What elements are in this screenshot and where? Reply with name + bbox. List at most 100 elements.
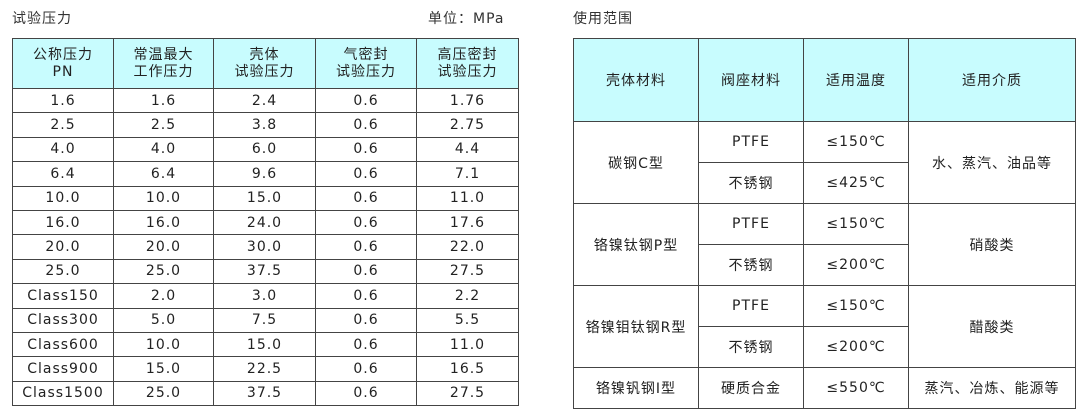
body-material-cell: 铬镍钒钢I型 (573, 367, 699, 409)
table-cell: 17.6 (416, 209, 519, 236)
seat-material-cell: PTFE (698, 203, 804, 245)
body-material-cell: 铬镍钼钛钢R型 (573, 285, 699, 368)
table-cell: 0.6 (315, 307, 417, 333)
seat-material-cell: PTFE (698, 285, 804, 327)
table-cell: 2.2 (416, 283, 519, 309)
table-row: 1.6 1.6 2.4 0.6 1.76 (12, 87, 519, 114)
table-cell: 9.6 (213, 161, 316, 187)
table-row: 铬镍钒钢I型 硬质合金 ≤550℃ 蒸汽、冶炼、能源等 (573, 367, 1076, 409)
table-cell: 1.76 (416, 87, 519, 114)
table-cell: 0.6 (315, 234, 417, 260)
table-cell: 2.5 (12, 112, 114, 138)
table-row: 6.4 6.4 9.6 0.6 7.1 (12, 161, 519, 187)
table-row: 25.0 25.0 37.5 0.6 27.5 (12, 258, 519, 285)
table-cell: 2.75 (416, 112, 519, 138)
medium-cell: 水、蒸汽、油品等 (908, 121, 1076, 204)
table-cell: 22.5 (213, 356, 316, 382)
table-cell: 16.0 (113, 209, 214, 236)
header-high-pressure-seal-test: 高压密封 试验压力 (416, 38, 519, 89)
table-cell: 15.0 (213, 185, 316, 211)
table-cell: 0.6 (315, 331, 417, 358)
seat-material-cell: 硬质合金 (698, 367, 804, 409)
usage-range-table: 壳体材料 阀座材料 适用温度 适用介质 碳钢C型 PTFE ≤150℃ 水、蒸汽、油品… (573, 38, 1076, 409)
table-cell: 0.6 (315, 112, 417, 138)
test-pressure-title: 试验压力 (12, 11, 72, 27)
table-row: 2.5 2.5 3.8 0.6 2.75 (12, 112, 519, 138)
table-cell: 11.0 (416, 185, 519, 211)
table-cell: Class600 (12, 331, 114, 358)
table-cell: 3.8 (213, 112, 316, 138)
header-nominal-pressure: 公称压力 PN (12, 38, 114, 89)
table-row: 不锈钢 ≤200℃ (574, 244, 1076, 286)
table-cell: 15.0 (113, 356, 214, 382)
table-cell: 27.5 (416, 380, 519, 407)
table-cell: 0.6 (315, 283, 417, 309)
table-cell: 2.5 (113, 112, 214, 138)
table-cell: 2.0 (113, 283, 214, 309)
header-temperature: 适用温度 (803, 38, 909, 122)
table-cell: 10.0 (12, 185, 114, 211)
table-cell: 20.0 (113, 234, 214, 260)
table-cell: Class900 (12, 356, 114, 382)
table-row: Class900 15.0 22.5 0.6 16.5 (12, 356, 519, 382)
table-row: 铬镍钼钛钢R型 PTFE ≤150℃ 醋酸类 (573, 285, 1076, 368)
temperature-cell: ≤150℃ (803, 203, 909, 245)
table-cell: 5.0 (113, 307, 214, 333)
table-cell: 0.6 (315, 356, 417, 382)
table-row: Class600 10.0 15.0 0.6 11.0 (12, 331, 519, 358)
seat-material-cell: 不锈钢 (698, 326, 804, 368)
medium-cell: 蒸汽、冶炼、能源等 (908, 367, 1076, 409)
table-row: 碳钢C型 PTFE ≤150℃ 水、蒸汽、油品等 (573, 121, 1076, 204)
temperature-cell: ≤150℃ (803, 121, 909, 163)
table-cell: 6.4 (113, 161, 214, 187)
seat-material-cell: 不锈钢 (698, 244, 804, 286)
table-cell: 22.0 (416, 234, 519, 260)
table-row: Class300 5.0 7.5 0.6 5.5 (12, 307, 519, 333)
temperature-cell: ≤550℃ (803, 367, 909, 409)
table-row: 10.0 10.0 15.0 0.6 11.0 (12, 185, 519, 211)
table-cell: 15.0 (213, 331, 316, 358)
table-cell: Class150 (12, 283, 114, 309)
table-cell: 4.4 (416, 136, 519, 163)
table-cell: 25.0 (113, 258, 214, 285)
table-cell: 20.0 (12, 234, 114, 260)
table-cell: 6.0 (213, 136, 316, 163)
table-row: Class150 2.0 3.0 0.6 2.2 (12, 283, 519, 309)
table-cell: 16.0 (12, 209, 114, 236)
table-cell: 1.6 (12, 87, 114, 114)
header-seat-material: 阀座材料 (698, 38, 804, 122)
table-cell: Class1500 (12, 380, 114, 407)
table-cell: 24.0 (213, 209, 316, 236)
table-header-row: 壳体材料 阀座材料 适用温度 适用介质 (573, 38, 1076, 122)
table-cell: 25.0 (113, 380, 214, 407)
table-row: 20.0 20.0 30.0 0.6 22.0 (12, 234, 519, 260)
table-cell: 0.6 (315, 258, 417, 285)
table-cell: 0.6 (315, 161, 417, 187)
table-row: 不锈钢 ≤200℃ (574, 326, 1076, 368)
header-medium: 适用介质 (908, 38, 1076, 122)
seat-material-cell: PTFE (698, 121, 804, 163)
table-row: 铬镍钛钢P型 PTFE ≤150℃ 硝酸类 (573, 203, 1076, 286)
table-cell: 30.0 (213, 234, 316, 260)
table-cell: 1.6 (113, 87, 214, 114)
table-cell: 3.0 (213, 283, 316, 309)
temperature-cell: ≤200℃ (803, 326, 909, 368)
table-cell: 10.0 (113, 185, 214, 211)
table-cell: 0.6 (315, 185, 417, 211)
medium-cell: 醋酸类 (908, 285, 1076, 368)
header-shell-test-pressure: 壳体 试验压力 (213, 38, 316, 89)
temperature-cell: ≤200℃ (803, 244, 909, 286)
header-body-material: 壳体材料 (573, 38, 699, 122)
table-cell: 25.0 (12, 258, 114, 285)
header-air-seal-test-pressure: 气密封 试验压力 (315, 38, 417, 89)
table-header-row: 公称压力 PN 常温最大 工作压力 壳体 试验压力 气密封 试验压力 高压密封 试验压力 (12, 38, 519, 89)
header-max-working-pressure: 常温最大 工作压力 (113, 38, 214, 89)
table-cell: 4.0 (113, 136, 214, 163)
table-row: Class1500 25.0 37.5 0.6 27.5 (12, 380, 519, 407)
test-pressure-table: 公称压力 PN 常温最大 工作压力 壳体 试验压力 气密封 试验压力 高压密封 试验压力 … (12, 38, 519, 407)
table-cell: Class300 (12, 307, 114, 333)
table-cell: 5.5 (416, 307, 519, 333)
unit-label: 单位：MPa (428, 11, 505, 27)
table-cell: 0.6 (315, 380, 417, 407)
table-cell: 27.5 (416, 258, 519, 285)
